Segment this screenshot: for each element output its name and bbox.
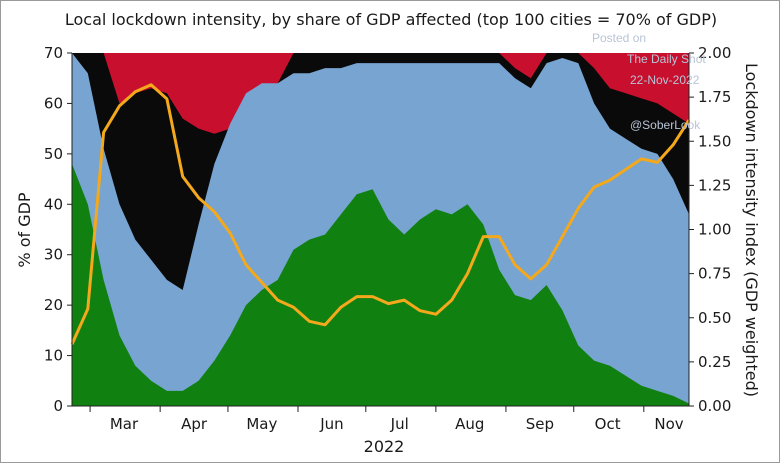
y-right-tick-label: 1.00 [698,221,731,239]
y-right-tick-label: 1.50 [698,132,731,150]
watermark-line-3: 22-Nov-2022 [630,73,700,87]
x-month-tick-label: Jul [390,415,409,433]
y-left-tick-label: 20 [44,296,63,314]
y-left-tick-label: 0 [53,397,63,415]
y-left-tick-label: 70 [44,44,63,62]
y-right-tick-label: 2.00 [698,44,731,62]
axes: 0 10 20 30 40 50 60 70 0.00 0.25 0.50 0.75 1.00 1.25 1… [44,44,732,433]
y-right-tick-label: 0.50 [698,309,731,327]
y-left-tick-label: 30 [44,246,63,264]
watermark: Posted on The Daily Shot 22-Nov-2022 @So… [592,31,706,132]
x-month-tick-label: Oct [595,415,621,433]
x-month-tick-label: Aug [455,415,484,433]
x-month-tick-label: Mar [110,415,139,433]
x-month-tick-label: May [246,415,277,433]
y-axis-label-left: % of GDP [15,192,34,268]
watermark-line-4: @SoberLook [630,118,701,132]
y-right-tick-label: 1.75 [698,88,731,106]
intensity-line-layer [70,83,691,345]
intensity-line [70,83,691,345]
x-axis-label: 2022 [364,437,405,456]
y-axis-label-right: Lockdown intensity index (GDP weighted) [742,63,761,397]
x-month-tick-label: Apr [181,415,208,433]
stacked-areas [72,53,689,406]
y-right-tick-label: 0.00 [698,397,731,415]
y-left-tick-label: 10 [44,347,63,365]
chart-title: Local lockdown intensity, by share of GD… [65,10,717,29]
y-right-tick-label: 1.25 [698,176,731,194]
x-month-tick-label: Jun [319,415,343,433]
watermark-line-1: Posted on [592,31,646,45]
y-left-tick-label: 40 [44,195,63,213]
y-left-tick-label: 50 [44,145,63,163]
y-right-tick-label: 0.75 [698,265,731,283]
y-left-tick-label: 60 [44,94,63,112]
y-right-tick-label: 0.25 [698,353,731,371]
x-month-tick-label: Sep [526,415,554,433]
watermark-line-2: The Daily Shot [627,52,706,66]
area-band-0 [72,163,689,406]
x-month-tick-label: Nov [654,415,683,433]
